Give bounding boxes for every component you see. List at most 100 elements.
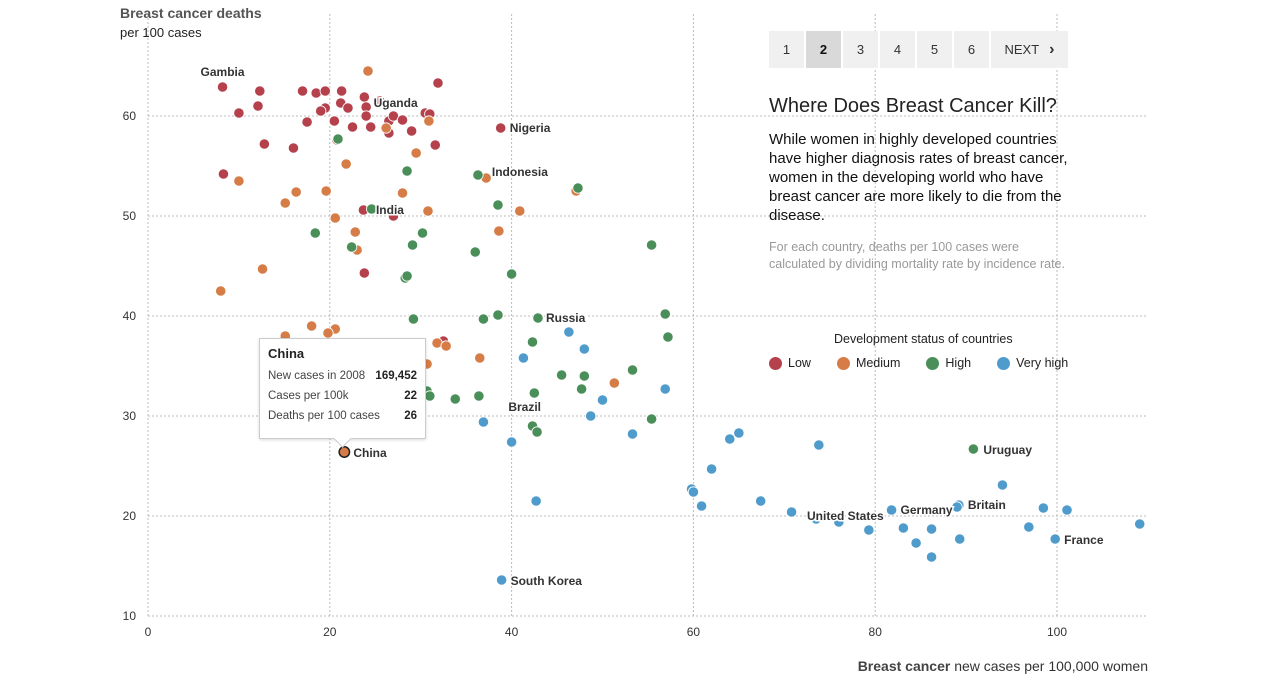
data-point — [396, 114, 409, 126]
data-point — [342, 102, 354, 114]
tooltip-label: New cases in 2008 — [268, 370, 366, 382]
data-point — [528, 387, 540, 399]
y-tick-label: 40 — [123, 309, 137, 323]
legend-item-low: Low — [769, 356, 811, 370]
x-tick-label: 40 — [505, 625, 519, 639]
data-point — [645, 413, 658, 425]
data-point — [380, 122, 392, 134]
country-label: Germany — [901, 503, 953, 517]
data-point — [925, 551, 938, 563]
data-point — [374, 95, 386, 107]
data-point — [233, 175, 245, 187]
legend-label: High — [945, 356, 972, 370]
country-label: France — [1064, 533, 1104, 547]
data-point — [687, 486, 700, 498]
data-point — [258, 138, 270, 150]
x-tick-label: 60 — [687, 625, 701, 639]
data-point — [724, 433, 736, 445]
data-point — [695, 500, 708, 512]
tooltip-value: 26 — [404, 410, 417, 422]
data-point — [406, 239, 419, 251]
data-point — [346, 121, 359, 133]
data-point — [477, 313, 490, 325]
data-point — [287, 142, 300, 154]
data-point — [440, 340, 452, 352]
data-point — [473, 390, 485, 402]
data-point — [1037, 502, 1049, 514]
data-point — [555, 369, 568, 381]
data-point — [429, 139, 441, 151]
data-point — [532, 312, 544, 324]
next-label: NEXT — [1004, 42, 1040, 57]
data-point — [432, 77, 444, 89]
data-point — [406, 125, 418, 137]
data-point — [301, 116, 313, 128]
page-title: Where Does Breast Cancer Kill? — [769, 95, 1057, 117]
data-point — [1023, 521, 1035, 533]
data-point — [733, 427, 745, 439]
legend-swatch-high — [926, 356, 940, 370]
country-label: United States — [807, 509, 884, 523]
chevron-right-icon: › — [1049, 40, 1055, 58]
data-point — [365, 121, 377, 133]
y-tick-label: 20 — [123, 509, 137, 523]
data-point — [578, 370, 590, 382]
data-point — [332, 133, 344, 145]
data-point — [575, 383, 588, 395]
page-button-3[interactable]: 3 — [843, 31, 878, 68]
data-point — [1061, 504, 1073, 516]
page-button-4[interactable]: 4 — [880, 31, 915, 68]
data-point — [810, 513, 822, 525]
page-button-2[interactable]: 2 — [806, 31, 841, 68]
data-point — [1049, 533, 1061, 545]
country-label: Indonesia — [492, 165, 548, 179]
data-point — [897, 522, 909, 534]
data-point — [296, 85, 309, 97]
data-point — [517, 352, 530, 364]
data-point — [954, 533, 966, 545]
data-point — [401, 165, 413, 177]
page-button-5[interactable]: 5 — [917, 31, 952, 68]
y-tick-label: 50 — [123, 209, 137, 223]
data-point — [514, 205, 526, 217]
data-point — [416, 227, 429, 239]
data-point — [530, 495, 542, 507]
legend-item-medium: Medium — [836, 356, 900, 370]
data-point — [310, 87, 322, 99]
data-point — [645, 239, 658, 251]
pagination: 1 2 3 4 5 6 NEXT › — [769, 31, 1068, 68]
data-point — [495, 122, 507, 134]
data-point — [505, 436, 518, 448]
data-point — [290, 186, 302, 198]
data-point — [496, 574, 508, 586]
tooltip-row: Cases per 100k 22 — [268, 390, 417, 402]
data-point — [322, 327, 334, 339]
legend: Low Medium High Very high — [769, 356, 1094, 370]
data-point — [755, 495, 767, 507]
x-tick-label: 20 — [323, 625, 337, 639]
y-tick-label: 30 — [123, 409, 137, 423]
data-point — [309, 227, 321, 239]
x-tick-label: 80 — [869, 625, 883, 639]
data-point — [596, 394, 609, 406]
method-note: For each country, deaths per 100 cases w… — [769, 240, 1065, 271]
data-points — [215, 65, 1146, 586]
next-button[interactable]: NEXT › — [991, 31, 1068, 68]
legend-item-high: High — [926, 356, 971, 370]
country-label: Britain — [968, 498, 1006, 512]
data-point — [349, 226, 361, 238]
country-label: Russia — [546, 311, 586, 325]
data-point — [996, 479, 1009, 491]
data-point — [216, 81, 229, 93]
data-point — [492, 309, 504, 321]
data-point — [320, 185, 332, 197]
data-point — [423, 115, 435, 127]
page-button-6[interactable]: 6 — [954, 31, 989, 68]
x-axis-title-bold: Breast cancer — [857, 658, 951, 674]
data-point — [572, 182, 584, 194]
data-point — [306, 320, 318, 332]
data-point — [217, 168, 230, 180]
page-button-1[interactable]: 1 — [769, 31, 804, 68]
data-point — [358, 91, 370, 103]
